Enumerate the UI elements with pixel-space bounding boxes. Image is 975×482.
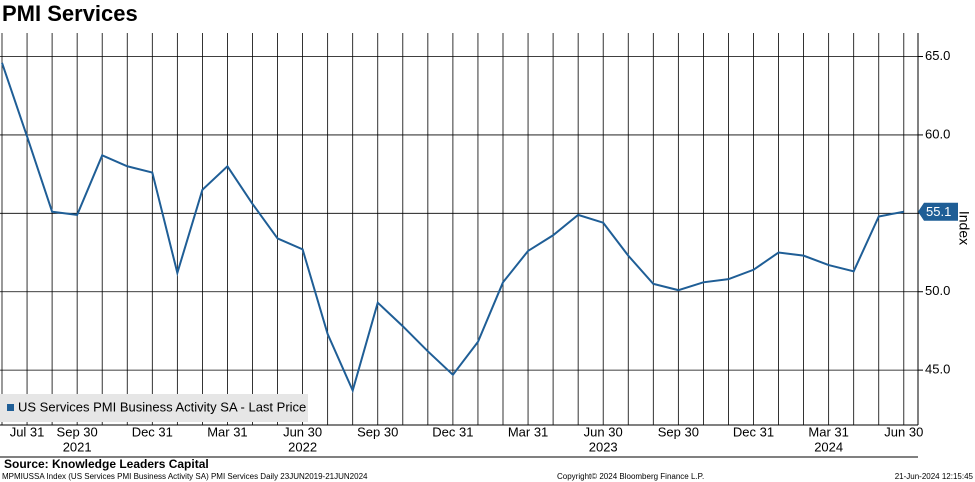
x-tick-label: Jul 31 xyxy=(10,424,45,439)
x-year-label: 2022 xyxy=(288,439,317,454)
footer-left: MPMIUSSA Index (US Services PMI Business… xyxy=(2,472,368,481)
x-tick-label: Mar 31 xyxy=(508,424,548,439)
data-line xyxy=(1,62,904,394)
x-tick-label: Dec 31 xyxy=(432,424,473,439)
y-tick-label: 65.0 xyxy=(925,48,950,63)
y-tick-label: 60.0 xyxy=(925,126,950,141)
chart-title: PMI Services xyxy=(2,1,138,26)
x-tick-label: Dec 31 xyxy=(733,424,774,439)
y-axis-label: Index xyxy=(956,211,972,245)
legend-swatch xyxy=(7,404,14,411)
x-tick-label: Sep 30 xyxy=(658,424,699,439)
footer-center: Copyright© 2024 Bloomberg Finance L.P. xyxy=(557,472,704,481)
x-year-label: 2023 xyxy=(589,439,618,454)
x-tick-label: Mar 31 xyxy=(207,424,247,439)
y-tick-label: 45.0 xyxy=(925,362,950,377)
x-tick-label: Dec 31 xyxy=(132,424,173,439)
x-tick-label: Jun 30 xyxy=(584,424,623,439)
x-tick-label: Jun 30 xyxy=(283,424,322,439)
last-price-label: 55.1 xyxy=(926,204,951,219)
x-tick-label: Mar 31 xyxy=(808,424,848,439)
x-tick-label: Jun 30 xyxy=(884,424,923,439)
footer-right: 21-Jun-2024 12:15:45 xyxy=(895,472,974,481)
y-tick-label: 50.0 xyxy=(925,283,950,298)
x-year-label: 2021 xyxy=(63,439,92,454)
source: Source: Knowledge Leaders Capital xyxy=(4,457,209,471)
x-year-label: 2024 xyxy=(814,439,843,454)
x-tick-label: Sep 30 xyxy=(57,424,98,439)
last-price-tag xyxy=(918,202,958,221)
legend-label: US Services PMI Business Activity SA - L… xyxy=(18,399,306,414)
legend-box xyxy=(0,394,308,422)
x-tick-label: Sep 30 xyxy=(357,424,398,439)
